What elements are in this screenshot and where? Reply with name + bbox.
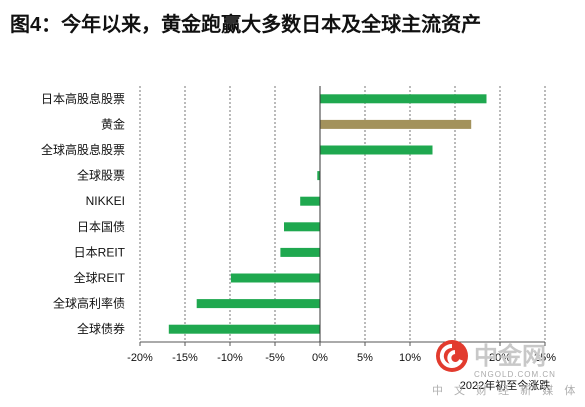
x-tick-label: -20% (127, 352, 153, 364)
bar (320, 145, 433, 155)
watermark-tagline: 中 文 财 经 新 媒 体 (432, 383, 579, 397)
bar (317, 171, 320, 181)
category-label: 全球REIT (74, 270, 126, 285)
category-label: 日本REIT (74, 245, 126, 259)
category-label: 日本高股息股票 (41, 91, 125, 106)
watermark-url: CNGOLD.COM.CN (474, 370, 556, 379)
category-label: 全球高股息股票 (41, 142, 125, 157)
category-label: 全球债券 (77, 321, 125, 336)
category-label: 黄金 (101, 116, 125, 131)
category-label: 全球股票 (77, 168, 125, 183)
bar (230, 273, 320, 283)
category-label: NIKKEI (86, 194, 125, 208)
bar (168, 324, 320, 334)
x-tick-label: 20% (489, 352, 511, 364)
watermark-logo-icon (436, 340, 468, 372)
category-label: 日本国债 (77, 220, 125, 234)
watermark-name: 中金网 (474, 342, 546, 370)
category-label: 全球高利率债 (53, 296, 125, 311)
bar (300, 196, 320, 206)
x-axis-title: 2022年初至今涨跌 (460, 378, 550, 392)
x-tick-label: 10% (399, 352, 421, 364)
bar (284, 222, 320, 232)
x-tick-label: 0% (312, 352, 328, 364)
bar (320, 94, 487, 104)
x-tick-label: 25% (534, 352, 556, 364)
x-tick-label: -5% (265, 352, 285, 364)
bars (168, 94, 487, 334)
x-tick-label: 5% (357, 352, 373, 364)
x-axis: -20%-15%-10%-5%0%5%10%15%20%25% (127, 86, 556, 364)
bar (280, 247, 320, 257)
bar (320, 119, 472, 129)
bar (196, 299, 320, 309)
x-tick-label: -10% (217, 352, 243, 364)
watermark: 中金网 CNGOLD.COM.CN 中 文 财 经 新 媒 体 (432, 340, 579, 397)
chart-title: 图4：今年以来，黄金跑赢大多数日本及全球主流资产 (10, 14, 482, 36)
x-tick-label: -15% (172, 352, 198, 364)
